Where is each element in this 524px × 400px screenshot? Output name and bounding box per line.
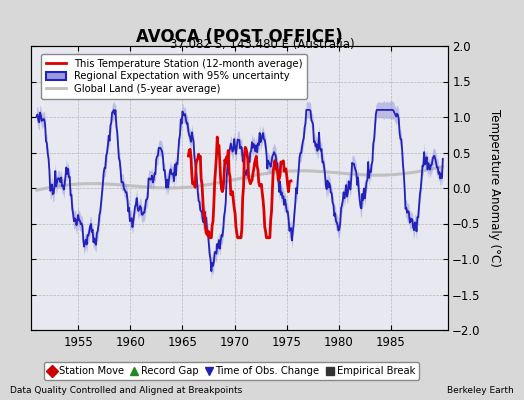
- Legend: Station Move, Record Gap, Time of Obs. Change, Empirical Break: Station Move, Record Gap, Time of Obs. C…: [44, 362, 419, 380]
- Text: Berkeley Earth: Berkeley Earth: [447, 386, 514, 395]
- Title: AVOCA (POST OFFICE): AVOCA (POST OFFICE): [136, 28, 343, 46]
- Text: 37.082 S, 143.480 E (Australia): 37.082 S, 143.480 E (Australia): [170, 38, 354, 51]
- Text: Data Quality Controlled and Aligned at Breakpoints: Data Quality Controlled and Aligned at B…: [10, 386, 243, 395]
- Y-axis label: Temperature Anomaly (°C): Temperature Anomaly (°C): [488, 109, 500, 267]
